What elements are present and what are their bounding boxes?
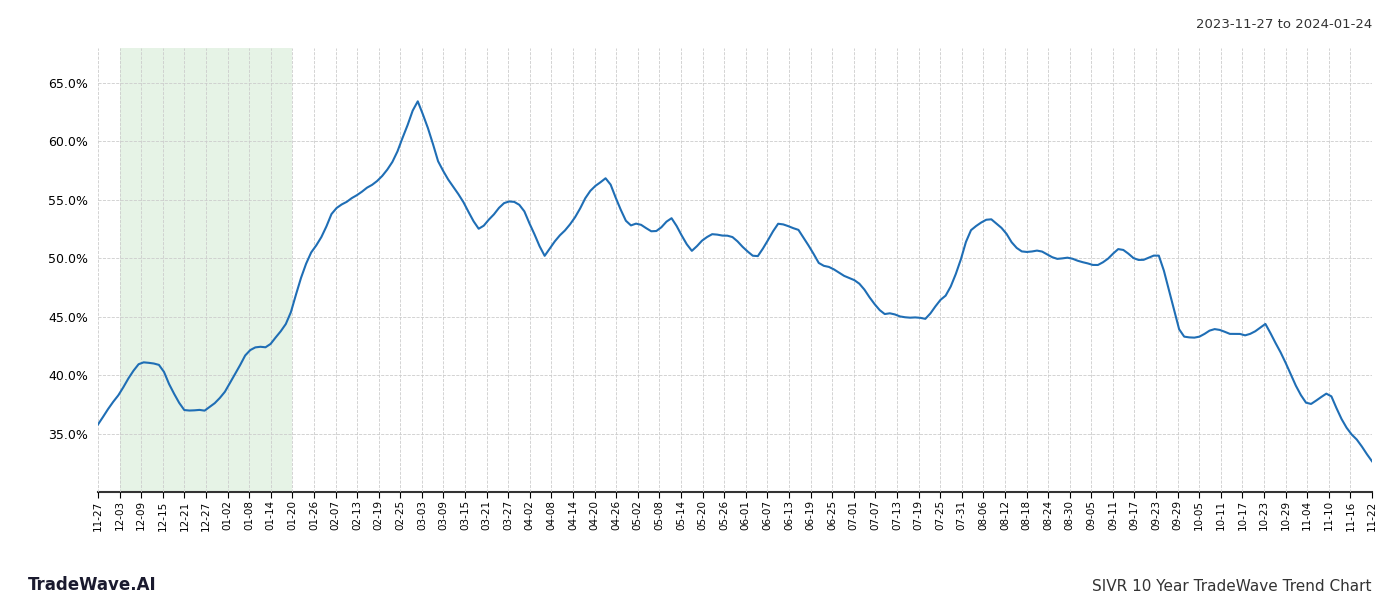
Text: SIVR 10 Year TradeWave Trend Chart: SIVR 10 Year TradeWave Trend Chart: [1092, 579, 1372, 594]
Bar: [119, 48, 293, 492]
Text: 2023-11-27 to 2024-01-24: 2023-11-27 to 2024-01-24: [1196, 18, 1372, 31]
Text: TradeWave.AI: TradeWave.AI: [28, 576, 157, 594]
